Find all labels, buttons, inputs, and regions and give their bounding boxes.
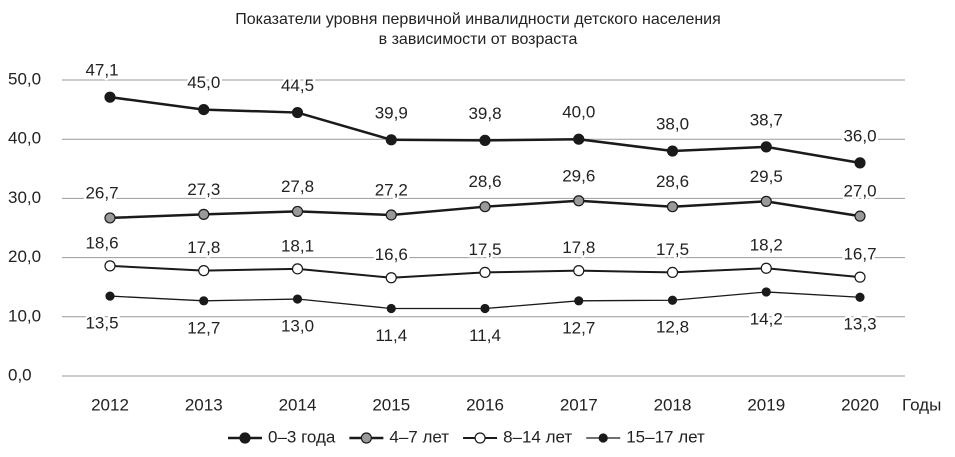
data-point — [760, 195, 772, 207]
data-point — [854, 271, 866, 283]
legend-marker — [598, 433, 608, 443]
data-point — [291, 205, 304, 218]
value-label: 29,5 — [750, 167, 783, 186]
data-point — [198, 265, 210, 277]
data-point — [574, 296, 584, 306]
value-label: 27,0 — [843, 182, 876, 201]
value-label: 28,6 — [656, 172, 689, 191]
value-label: 12,8 — [656, 318, 689, 337]
data-point — [104, 260, 116, 272]
data-point — [385, 272, 397, 284]
y-tick-label: 20,0 — [8, 247, 41, 266]
value-label: 47,1 — [85, 61, 118, 80]
value-label: 18,6 — [85, 233, 118, 252]
data-point — [667, 295, 678, 305]
data-point — [292, 294, 303, 304]
data-point — [761, 287, 771, 297]
value-label: 16,7 — [843, 245, 876, 264]
value-label: 16,6 — [375, 245, 408, 264]
data-point — [854, 157, 866, 169]
y-tick-label: 10,0 — [8, 306, 41, 325]
data-point — [104, 91, 116, 103]
value-label: 17,8 — [562, 238, 595, 257]
legend-marker — [360, 432, 372, 444]
legend-marker — [474, 432, 486, 444]
chart-title: Показатели уровня первичной инвалидности… — [235, 11, 721, 28]
y-tick-label: 50,0 — [8, 69, 41, 88]
x-tick-label: 2020 — [841, 395, 879, 414]
value-label: 13,3 — [843, 315, 876, 334]
value-label: 27,8 — [281, 177, 314, 196]
data-point — [479, 201, 491, 213]
x-tick-label: 2018 — [654, 395, 692, 414]
value-label: 27,3 — [187, 180, 220, 199]
data-point — [479, 134, 491, 146]
data-point — [479, 266, 491, 278]
data-point — [760, 262, 772, 274]
x-tick-label: 2017 — [560, 395, 598, 414]
value-label: 29,6 — [562, 166, 595, 185]
data-point — [105, 291, 115, 301]
value-label: 18,2 — [750, 236, 783, 255]
value-label: 11,4 — [469, 326, 501, 345]
value-label: 38,0 — [656, 115, 689, 134]
value-label: 39,9 — [375, 103, 408, 122]
data-point — [760, 141, 772, 153]
value-label: 36,0 — [843, 126, 876, 145]
y-tick-label: 30,0 — [8, 188, 41, 207]
value-label: 14,2 — [750, 309, 783, 328]
data-point — [854, 210, 866, 222]
data-point — [573, 265, 585, 277]
value-label: 18,1 — [281, 236, 314, 255]
value-label: 17,8 — [187, 238, 220, 257]
data-point — [198, 208, 210, 220]
value-label: 38,7 — [750, 110, 783, 129]
legend-marker — [239, 432, 251, 444]
data-point — [666, 145, 679, 157]
y-tick-label: 40,0 — [8, 129, 41, 148]
x-tick-label: 2013 — [185, 395, 223, 414]
value-label: 13,5 — [85, 314, 118, 333]
data-point — [573, 133, 585, 145]
legend-label: 4–7 лет — [389, 427, 449, 446]
data-point — [104, 212, 116, 224]
data-point — [199, 296, 209, 306]
value-label: 12,7 — [562, 318, 595, 337]
value-label: 17,5 — [656, 240, 689, 259]
data-point — [666, 201, 679, 213]
x-tick-label: 2019 — [747, 395, 785, 414]
legend-label: 15–17 лет — [626, 427, 705, 446]
legend-label: 8–14 лет — [503, 427, 572, 446]
x-tick-label: 2015 — [372, 395, 410, 414]
data-point — [291, 263, 304, 275]
value-label: 45,0 — [187, 73, 220, 92]
chart-title: в зависимости от возраста — [379, 31, 578, 48]
value-label: 17,5 — [468, 240, 501, 259]
data-point — [666, 266, 679, 278]
data-point — [291, 106, 304, 119]
data-point — [385, 134, 397, 146]
x-tick-label: 2014 — [279, 395, 317, 414]
value-label: 12,7 — [187, 318, 220, 337]
data-point — [386, 303, 396, 314]
x-tick-label: 2012 — [91, 395, 129, 414]
data-point — [573, 195, 585, 207]
value-label: 26,7 — [85, 183, 118, 202]
x-tick-label: 2016 — [466, 395, 504, 414]
x-axis-label: Годы — [902, 395, 941, 414]
y-tick-label: 0,0 — [8, 365, 32, 384]
data-point — [480, 303, 490, 314]
value-label: 28,6 — [468, 172, 501, 191]
data-point — [855, 292, 865, 302]
value-label: 27,2 — [375, 180, 408, 199]
value-label: 40,0 — [562, 103, 595, 122]
legend-label: 0–3 года — [268, 427, 336, 446]
value-label: 39,8 — [468, 104, 501, 123]
value-label: 44,5 — [281, 76, 314, 95]
data-point — [385, 209, 397, 221]
value-label: 13,0 — [281, 317, 314, 336]
data-point — [198, 103, 210, 116]
value-label: 11,4 — [375, 326, 407, 345]
